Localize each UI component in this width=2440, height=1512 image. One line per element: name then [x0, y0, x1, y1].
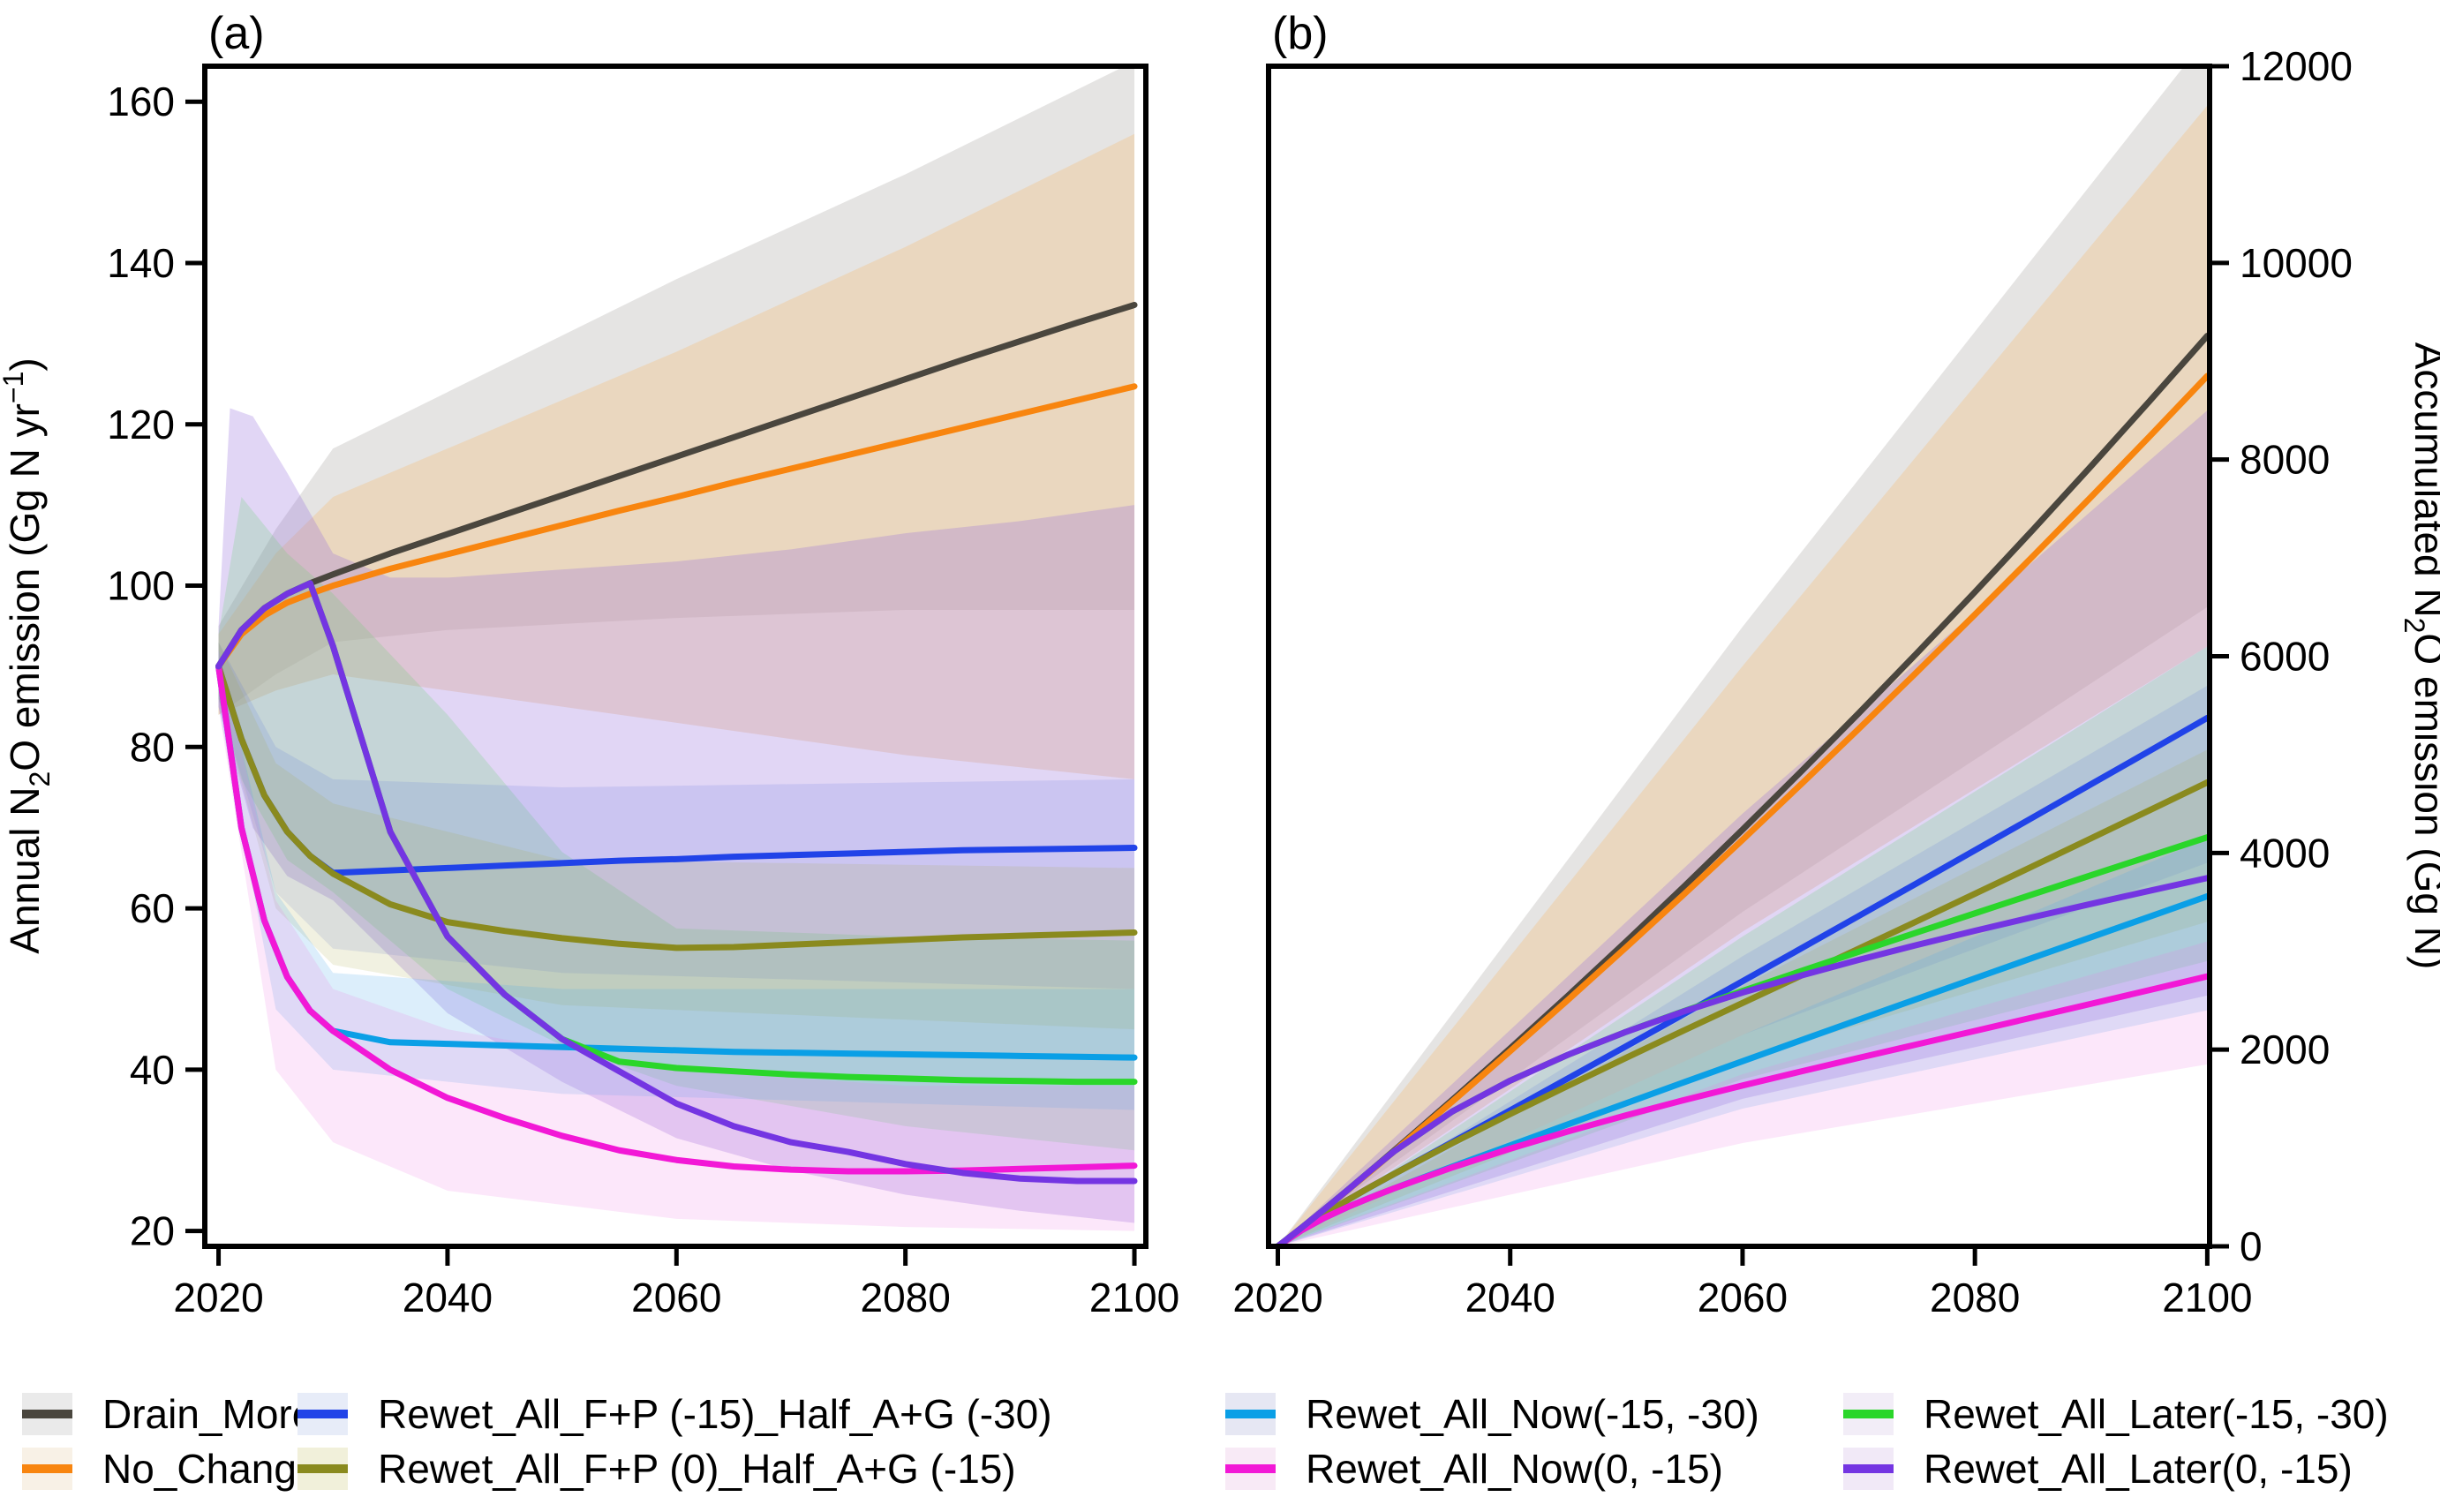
x-tick-label: 2040: [403, 1275, 493, 1320]
series-line-Rewet_All_F+P (0)_Half_A+G (-15): [1275, 779, 2210, 1246]
panel-b: 2020 2040 2060 2080 2100 0 2000 4000 6000 8000 100…: [1232, 8, 2440, 1320]
x-tick-label: 2060: [631, 1275, 721, 1320]
band-Rewet_All_Later(-15, -30) CI: [218, 497, 1135, 1151]
y-tick-label: 0: [2240, 1223, 2263, 1269]
y-tick-label: 10000: [2240, 240, 2353, 286]
band-Rewet_All_F+P (0)_Half_A+G (-15) CI: [1277, 749, 2208, 1246]
x-tick-label: 2060: [1698, 1275, 1788, 1320]
y-tick-label: 4000: [2240, 830, 2330, 876]
band-Rewet_All_Later(-15, -30) CI: [1277, 646, 2208, 1246]
x-tick-label: 2040: [1465, 1275, 1555, 1320]
y-tick-label: 80: [130, 724, 175, 770]
x-tick-label: 2100: [2162, 1275, 2252, 1320]
series-line-Rewet_All_Later(0, -15): [215, 580, 1138, 1185]
series-line-Rewet_All_F+P (0)_Half_A+G (-15): [215, 663, 1138, 952]
y-tick-label: 140: [107, 240, 175, 286]
y-tick-label: 60: [130, 885, 175, 931]
y-tick-label: 6000: [2240, 634, 2330, 680]
y-axis-label: Accumulated N2O emission (Gg N): [2399, 342, 2440, 970]
y-tick-label: 8000: [2240, 437, 2330, 483]
x-tick-label: 2020: [173, 1275, 263, 1320]
band-Drain_More CI: [1277, 66, 2208, 1246]
y-axis-label: Annual N2O emission (Gg N yr−1): [0, 357, 56, 953]
panel-a: 2020 2040 2060 2080 210020406080100120140160…: [0, 8, 1179, 1320]
band-Rewet_All_Later(0, -15) CI: [218, 408, 1135, 1223]
band-Rewet_All_Now(0, -15) CI: [218, 650, 1135, 1231]
panel-title: (a): [208, 8, 265, 59]
band-No_Change CI: [1277, 105, 2208, 1246]
series-line-Rewet_All_Now(0, -15): [1275, 973, 2210, 1246]
band-Rewet_All_F+P (-15)_Half_A+G (-30) CI: [1277, 685, 2208, 1246]
y-tick-label: 160: [107, 79, 175, 124]
y-tick-label: 100: [107, 563, 175, 609]
band-Rewet_All_F+P (-15)_Half_A+G (-30) CI: [218, 642, 1135, 989]
y-tick-label: 120: [107, 402, 175, 448]
x-tick-label: 2100: [1089, 1275, 1179, 1320]
series-line-Rewet_All_Later(0, -15): [1275, 875, 2210, 1246]
x-tick-label: 2020: [1232, 1275, 1322, 1320]
y-tick-label: 12000: [2240, 43, 2353, 89]
y-tick-label: 2000: [2240, 1027, 2330, 1072]
y-tick-label: 20: [130, 1208, 175, 1254]
band-Rewet_All_Now(0, -15) CI: [1277, 941, 2208, 1246]
panel-title: (b): [1272, 8, 1329, 59]
x-tick-label: 2080: [860, 1275, 950, 1320]
band-Rewet_All_Now(-15, -30) CI: [218, 650, 1135, 1110]
x-tick-label: 2080: [1930, 1275, 2020, 1320]
series-line-No_Change: [215, 383, 1138, 670]
y-tick-label: 40: [130, 1047, 175, 1093]
